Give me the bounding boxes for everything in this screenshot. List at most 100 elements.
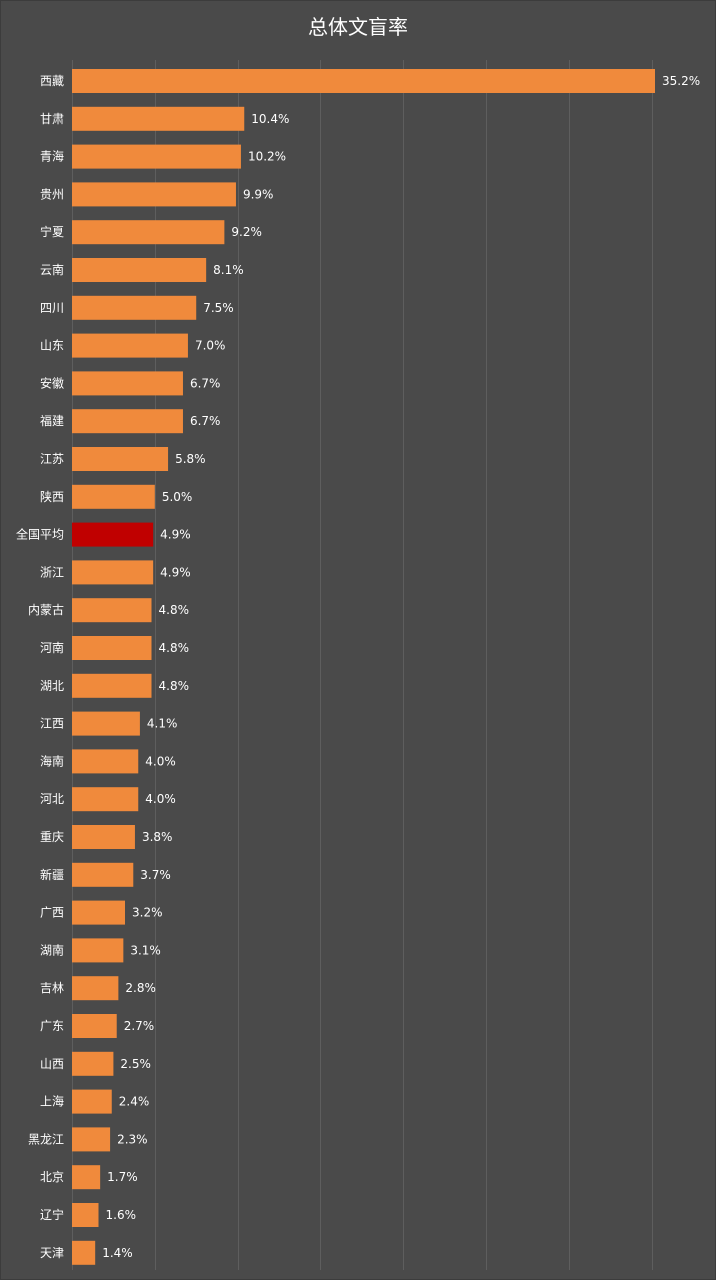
bar [72, 598, 152, 623]
value-label: 6.7% [190, 376, 221, 390]
category-label: 陕西 [40, 489, 64, 504]
bar [72, 1014, 117, 1038]
value-label: 6.7% [190, 414, 221, 428]
value-label: 5.0% [162, 490, 193, 504]
category-label: 四川 [40, 301, 64, 315]
category-label: 湖北 [40, 678, 64, 693]
bar [72, 787, 139, 812]
category-label: 上海 [40, 1094, 64, 1109]
category-label: 重庆 [40, 830, 64, 844]
value-label: 8.1% [213, 263, 244, 277]
category-label: 湖南 [40, 942, 64, 957]
category-label: 天津 [40, 1246, 64, 1260]
bar [72, 636, 152, 660]
value-label: 4.9% [160, 528, 191, 542]
bar [72, 371, 183, 396]
value-label: 4.9% [160, 565, 191, 579]
value-label: 4.8% [159, 679, 190, 693]
bar [72, 447, 169, 471]
value-label: 4.8% [159, 641, 190, 655]
value-label: 2.5% [120, 1057, 151, 1071]
value-label: 3.8% [142, 830, 173, 844]
value-label: 2.7% [124, 1019, 155, 1033]
category-label: 广西 [40, 906, 64, 920]
bar [72, 220, 225, 245]
bar [72, 900, 125, 925]
category-label: 全国平均 [16, 527, 64, 542]
value-label: 10.4% [251, 112, 289, 126]
category-label: 黑龙江 [28, 1132, 64, 1146]
bar [72, 333, 188, 358]
value-label: 4.0% [145, 792, 176, 806]
category-label: 西藏 [40, 74, 64, 88]
category-label: 内蒙古 [28, 602, 64, 617]
value-label: 10.2% [248, 150, 286, 164]
value-label: 4.0% [145, 754, 176, 768]
bar [72, 258, 207, 282]
category-label: 山西 [40, 1057, 64, 1071]
value-label: 7.0% [195, 339, 226, 353]
value-label: 1.7% [107, 1170, 138, 1184]
category-label: 安徽 [40, 375, 64, 390]
value-label: 35.2% [662, 74, 700, 88]
value-label: 3.1% [130, 943, 161, 957]
category-label: 云南 [40, 262, 64, 277]
value-label: 1.6% [106, 1208, 137, 1222]
bar [72, 862, 134, 887]
bar [72, 295, 197, 320]
bar [72, 484, 155, 509]
category-label: 广东 [40, 1019, 64, 1033]
bar [72, 69, 655, 93]
bar [72, 106, 245, 131]
bar [72, 1089, 112, 1114]
bar [72, 749, 139, 774]
category-label: 吉林 [40, 981, 64, 995]
category-label: 福建 [40, 413, 64, 428]
bar [72, 560, 154, 585]
value-label: 4.8% [159, 603, 190, 617]
bars [72, 69, 655, 1265]
category-label: 辽宁 [40, 1207, 64, 1222]
bar [72, 711, 140, 736]
bar [72, 1240, 96, 1265]
bar [72, 1127, 111, 1152]
bar [72, 409, 183, 434]
value-label: 9.9% [243, 187, 274, 201]
category-label: 河南 [40, 640, 64, 655]
category-label: 宁夏 [40, 224, 64, 239]
category-label: 河北 [40, 792, 64, 806]
bar [72, 825, 135, 849]
category-label: 新疆 [40, 867, 64, 882]
bar [72, 1203, 99, 1227]
bar [72, 1165, 101, 1190]
category-label: 甘肃 [40, 112, 64, 126]
value-label: 2.8% [125, 981, 156, 995]
category-label: 山东 [40, 339, 64, 353]
category-label: 北京 [40, 1170, 64, 1184]
value-label: 7.5% [203, 301, 234, 315]
bar [72, 673, 152, 698]
category-labels: 西藏甘肃青海贵州宁夏云南四川山东安徽福建江苏陕西全国平均浙江内蒙古河南湖北江西海… [16, 74, 64, 1260]
value-label: 4.1% [147, 717, 178, 731]
category-label: 海南 [40, 753, 64, 768]
value-label: 2.3% [117, 1132, 148, 1146]
category-label: 江苏 [40, 452, 64, 466]
value-label: 2.4% [119, 1095, 150, 1109]
bar [72, 144, 241, 169]
value-label: 1.4% [102, 1246, 133, 1260]
bar [72, 976, 119, 1001]
value-label: 3.7% [140, 868, 171, 882]
category-label: 浙江 [40, 565, 64, 579]
value-label: 5.8% [175, 452, 206, 466]
category-label: 贵州 [40, 187, 64, 201]
category-label: 江西 [40, 717, 64, 731]
value-label: 9.2% [231, 225, 262, 239]
value-labels: 35.2% 10.4% 10.2% 9.9% 9.2% 8.1% 7.5% 7.0% 6.7% 6… [102, 74, 700, 1260]
chart-title: 总体文盲率 [308, 15, 408, 39]
bar [72, 182, 236, 207]
bar [72, 938, 124, 963]
value-label: 3.2% [132, 906, 163, 920]
bar-highlight [72, 522, 154, 547]
